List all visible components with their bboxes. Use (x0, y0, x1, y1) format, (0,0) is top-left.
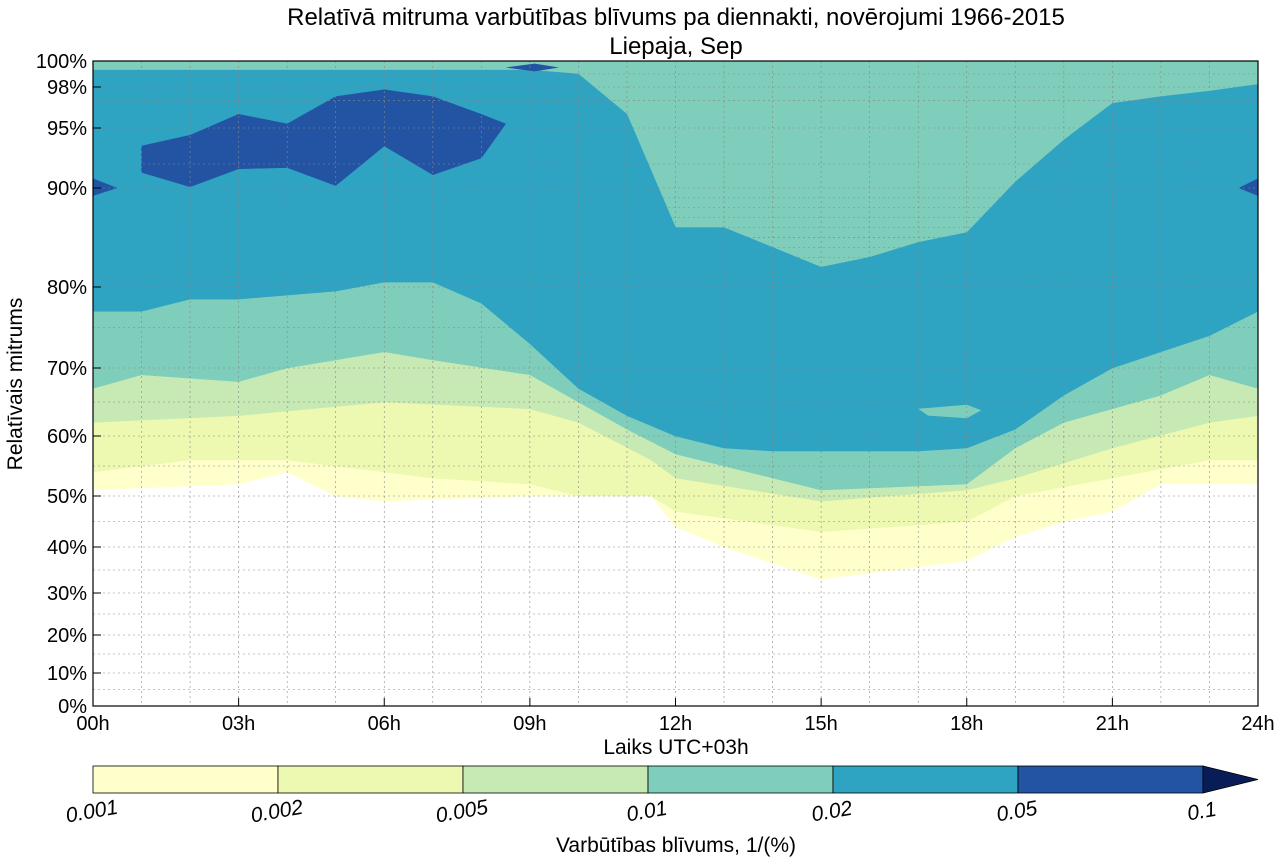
colorbar-tick-label: 0.01 (625, 797, 669, 827)
y-axis-label: Relatīvais mitrums (4, 298, 27, 471)
x-tick-label: 21h (1096, 713, 1129, 735)
y-tick-label: 98% (47, 77, 87, 99)
y-tick-label: 80% (47, 277, 87, 299)
x-axis-ticks: 00h 03h 06h 09h 12h 15h 18h 21h 24h (76, 698, 1275, 735)
patch-left-90 (93, 178, 118, 196)
y-tick-label: 95% (47, 118, 87, 140)
colorbar-label: Varbūtības blīvums, 1/(%) (556, 834, 796, 857)
grid-lines (93, 61, 1258, 706)
colorbar-tick-label: 0.02 (810, 797, 855, 827)
colorbar-tick-label: 0.05 (995, 797, 1040, 827)
patch-top-9h (505, 63, 559, 72)
y-tick-label: 30% (47, 583, 87, 605)
x-tick-label: 06h (368, 713, 401, 735)
x-tick-label: 03h (222, 713, 255, 735)
colorbar-segment (1017, 765, 1204, 794)
x-axis-label: Laiks UTC+03h (603, 736, 748, 759)
y-axis-ticks: 0% 10% 20% 30% 40% 50% 60% 70% 80% 90% 95% 98% 100% (36, 51, 101, 718)
y-tick-label: 10% (47, 663, 87, 685)
colorbar-segment (92, 765, 279, 794)
y-tick-label: 20% (47, 625, 87, 647)
colorbar-segment (277, 765, 464, 794)
x-tick-label: 15h (804, 713, 837, 735)
colorbar-segment (647, 765, 834, 794)
x-tick-label: 18h (950, 713, 983, 735)
colorbar-tick-label: 0.005 (434, 796, 490, 828)
colorbar-extend-arrow (1202, 765, 1259, 794)
colorbar-segment (462, 765, 649, 794)
colorbar-tick-label: 0.002 (249, 796, 305, 828)
chart-title: Relatīvā mitruma varbūtības blīvums pa d… (287, 4, 1065, 31)
y-tick-label: 0% (58, 696, 87, 718)
x-tick-label: 12h (659, 713, 692, 735)
y-tick-label: 100% (36, 51, 87, 73)
colorbar-tick-label: 0.001 (64, 796, 120, 828)
x-tick-label: 24h (1241, 713, 1274, 735)
colorbar: 0.001 0.002 0.005 0.01 0.02 0.05 0.1 (64, 765, 1259, 828)
colorbar-segment (832, 765, 1019, 794)
patch-18h (918, 404, 982, 419)
y-tick-label: 50% (47, 486, 87, 508)
y-tick-label: 60% (47, 426, 87, 448)
contour-band-0_05 (141, 89, 506, 188)
patch-right-90 (1238, 178, 1258, 196)
x-tick-label: 09h (513, 713, 546, 735)
y-tick-label: 40% (47, 537, 87, 559)
y-tick-label: 90% (47, 178, 87, 200)
y-tick-label: 70% (47, 358, 87, 380)
colorbar-tick-label: 0.1 (1185, 798, 1218, 826)
chart-subtitle: Liepaja, Sep (609, 33, 742, 60)
x-tick-label: 00h (76, 713, 109, 735)
